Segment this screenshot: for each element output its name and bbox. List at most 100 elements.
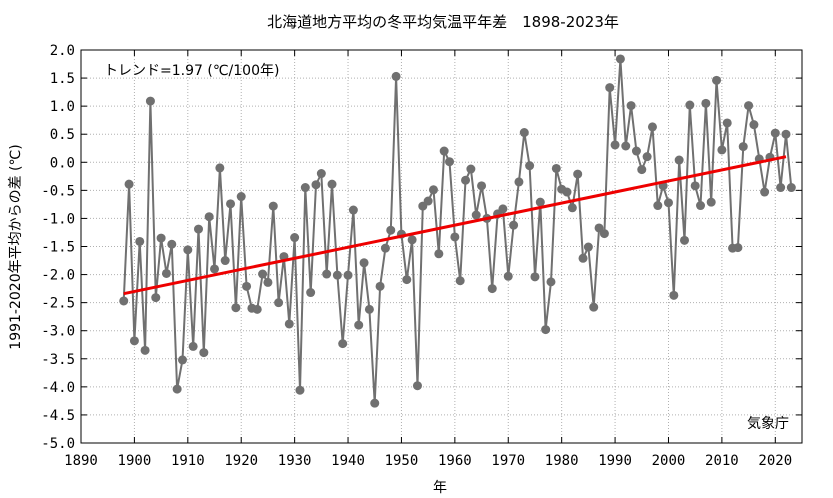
y-tick-label: -1.0: [41, 211, 75, 227]
data-point: [274, 298, 284, 308]
trend-line: [123, 155, 787, 296]
data-point: [236, 192, 246, 202]
data-point: [685, 100, 695, 110]
data-point: [183, 245, 193, 255]
trend-label: トレンド=1.97 (℃/100年): [104, 63, 279, 79]
data-point: [332, 270, 342, 280]
data-point: [215, 163, 225, 173]
data-point: [669, 290, 679, 300]
x-tick-label: 1930: [278, 453, 312, 469]
data-point: [781, 129, 791, 139]
data-point: [498, 204, 508, 214]
data-point: [306, 288, 316, 298]
data-point: [322, 269, 332, 279]
data-point: [605, 83, 615, 93]
data-point: [674, 155, 684, 165]
data-point: [295, 385, 305, 395]
data-point: [199, 348, 209, 358]
data-point: [717, 145, 727, 155]
data-point: [599, 229, 609, 239]
data-point: [354, 320, 364, 330]
x-tick-label: 1900: [118, 453, 152, 469]
data-point: [535, 197, 545, 207]
data-point: [124, 179, 134, 189]
data-point: [712, 75, 722, 85]
data-point: [348, 205, 358, 215]
x-tick-label: 2020: [758, 453, 792, 469]
data-point: [135, 236, 145, 246]
data-point: [680, 235, 690, 245]
data-point: [589, 302, 599, 312]
y-tick-label: -2.0: [41, 268, 75, 284]
data-point: [364, 304, 374, 314]
data-point: [386, 225, 396, 235]
data-point: [375, 281, 385, 291]
y-axis-ticks: 2.0 1.5 1.0 0.5 0.0 -0.5 -1.0 -1.5 -2.0 -2.5 -3.0 -…: [41, 43, 802, 452]
data-point: [172, 384, 182, 394]
y-tick-label: -5.0: [41, 436, 75, 452]
data-point: [140, 345, 150, 355]
data-point: [551, 163, 561, 173]
chart-title: 北海道地方平均の冬平均気温平年差 1898-2023年: [267, 13, 619, 31]
y-tick-label: -2.5: [41, 296, 75, 312]
data-point: [220, 256, 230, 266]
data-point: [343, 270, 353, 280]
series-line: [122, 58, 793, 404]
data-point: [642, 152, 652, 162]
data-point: [546, 277, 556, 287]
x-tick-label: 1950: [385, 453, 419, 469]
data-point: [610, 140, 620, 150]
y-tick-label: 1.5: [50, 71, 75, 87]
y-tick-label: -3.0: [41, 324, 75, 340]
data-point: [263, 277, 273, 287]
data-point: [380, 243, 390, 253]
x-tick-label: 1970: [491, 453, 525, 469]
data-point: [615, 54, 625, 64]
y-tick-label: -4.0: [41, 380, 75, 396]
data-point: [690, 181, 700, 191]
data-point: [776, 183, 786, 193]
source-label: 気象庁: [747, 416, 789, 432]
data-point: [530, 272, 540, 282]
data-point: [744, 101, 754, 111]
data-point: [284, 319, 294, 329]
data-point: [327, 179, 337, 189]
data-point: [268, 201, 278, 211]
y-tick-label: 1.0: [50, 99, 75, 115]
data-point: [509, 220, 519, 230]
data-point: [428, 185, 438, 195]
data-point: [578, 253, 588, 263]
x-tick-label: 1910: [171, 453, 205, 469]
data-point: [210, 264, 220, 274]
y-axis-label: 1991-2020年平均からの差 (℃): [8, 144, 24, 349]
data-point: [423, 196, 433, 206]
data-point: [370, 398, 380, 408]
data-point: [439, 146, 449, 156]
data-point: [706, 197, 716, 207]
data-point: [311, 180, 321, 190]
data-point: [519, 128, 529, 138]
data-point: [338, 339, 348, 349]
data-point: [466, 164, 476, 174]
data-point: [407, 235, 417, 245]
data-point: [663, 198, 673, 208]
data-point: [391, 71, 401, 81]
data-point: [167, 239, 177, 249]
data-point: [156, 233, 166, 243]
x-axis-ticks: 1890 1900 1910 1920 1930 1940 1950 1960 1970 1980…: [64, 50, 792, 469]
plot-frame: [80, 49, 803, 444]
data-point: [129, 336, 139, 346]
data-point: [300, 183, 310, 193]
data-point: [487, 284, 497, 294]
data-point: [701, 98, 711, 108]
data-point: [760, 187, 770, 197]
trend-group: [123, 155, 787, 296]
data-point: [626, 101, 636, 111]
data-point: [145, 96, 155, 106]
data-point: [647, 122, 657, 132]
x-tick-label: 1990: [598, 453, 632, 469]
data-point: [204, 212, 214, 222]
y-tick-label: -1.5: [41, 240, 75, 256]
data-point: [445, 157, 455, 167]
data-point: [514, 177, 524, 187]
